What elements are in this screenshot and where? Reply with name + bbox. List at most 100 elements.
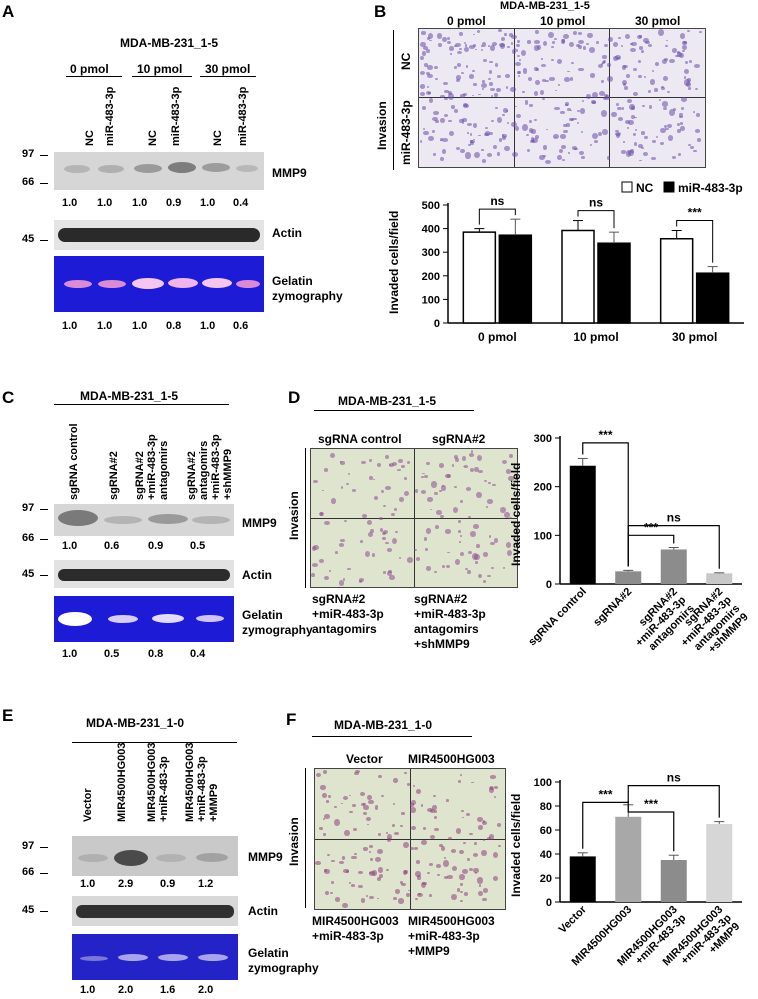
micrograph-cell — [665, 39, 668, 42]
micrograph-cell — [486, 574, 492, 578]
micrograph-cell — [681, 106, 685, 110]
micrograph-cell — [612, 41, 619, 48]
c-actin-blot — [54, 560, 234, 588]
a-mw-tick-66 — [40, 183, 48, 184]
micrograph-cell — [423, 474, 428, 479]
micrograph-cell — [480, 44, 484, 47]
micrograph-cell — [648, 104, 653, 110]
micrograph-cell — [683, 76, 687, 79]
bar — [706, 573, 733, 584]
micrograph-cell — [428, 91, 432, 94]
micrograph-cell — [476, 29, 480, 34]
micrograph-cell — [387, 837, 391, 842]
c-cell-line: MDA-MB-231_1-5 — [80, 389, 179, 403]
micrograph-cell — [331, 498, 336, 504]
micrograph-cell — [632, 133, 637, 137]
micrograph-cell — [420, 804, 424, 807]
micrograph-cell — [446, 874, 453, 880]
micrograph-cell — [441, 845, 446, 851]
a-group-0: 0 pmol — [70, 62, 109, 76]
micrograph-cell — [371, 552, 376, 557]
micrograph-cell — [511, 35, 517, 39]
micrograph-cell — [551, 59, 555, 62]
micrograph-cell — [443, 82, 448, 86]
micrograph-cell — [521, 50, 527, 57]
y-axis-label: Invaded cells/field — [387, 211, 401, 314]
micrograph-cell — [622, 141, 626, 143]
micrograph-cell — [511, 49, 516, 54]
micrograph-cell — [454, 455, 458, 460]
micrograph-cell — [379, 873, 384, 878]
micrograph-cell — [388, 464, 391, 467]
a-group-line-3 — [200, 76, 256, 77]
significance-bracket — [577, 210, 615, 229]
significance-label: *** — [688, 205, 702, 219]
micrograph-cell — [492, 851, 499, 858]
b-invasion-micrographs — [418, 28, 706, 168]
x-tick-label: sgRNA#2 — [591, 586, 634, 629]
significance-label: *** — [644, 797, 658, 811]
micrograph-cell — [506, 469, 512, 474]
micrograph-cell — [426, 36, 430, 41]
micrograph-cell — [682, 50, 686, 53]
a-actin-blot — [54, 220, 264, 250]
e-mmp9-v2: 2.9 — [118, 878, 134, 890]
micrograph-cell — [617, 57, 621, 59]
micrograph-cell — [678, 115, 683, 119]
micrograph-cell — [483, 888, 489, 893]
micrograph-cell — [439, 463, 445, 468]
micrograph-cell — [529, 104, 533, 107]
micrograph-cell — [518, 59, 521, 62]
micrograph-cell — [492, 145, 497, 150]
micrograph-cell — [527, 148, 531, 152]
micrograph-cell — [693, 149, 698, 153]
micrograph-cell — [427, 32, 434, 40]
micrograph-cell — [470, 531, 476, 537]
micrograph-cell — [399, 557, 402, 560]
a-zymo-v3: 1.0 — [132, 320, 148, 332]
micrograph-cell — [488, 834, 494, 840]
c-lane-1: sgRNA control — [68, 423, 80, 500]
micrograph-cell — [630, 42, 634, 45]
micrograph-cell — [346, 483, 350, 485]
micrograph-cell — [694, 63, 701, 68]
bar — [569, 856, 596, 902]
micrograph-cell — [504, 32, 507, 36]
b-side-invasion: Invasion — [375, 101, 389, 150]
micrograph-cell — [392, 462, 397, 467]
bar — [660, 860, 687, 902]
bar — [615, 571, 642, 584]
micrograph-cell — [483, 552, 489, 557]
b-col-10: 10 pmol — [540, 14, 586, 28]
micrograph-cell — [476, 877, 483, 884]
micrograph-cell — [451, 463, 455, 467]
micrograph-cell — [556, 154, 562, 161]
a-lane-2: miR-483-3p — [104, 86, 116, 146]
a-mmp9-v3: 1.0 — [132, 197, 148, 209]
bar — [695, 272, 730, 324]
micrograph-cell — [439, 514, 444, 519]
micrograph-cell — [422, 826, 426, 830]
micrograph-cell — [616, 102, 620, 107]
micrograph-cell — [467, 515, 472, 519]
micrograph-cell — [426, 807, 433, 812]
micrograph-cell — [647, 43, 653, 48]
micrograph-cell — [312, 480, 318, 484]
micrograph-cell — [468, 143, 471, 147]
significance-label: ns — [589, 196, 603, 210]
micrograph-cell — [474, 561, 478, 564]
a-zymo-v4: 0.8 — [166, 320, 182, 332]
micrograph-cell — [539, 89, 545, 95]
micrograph-cell — [459, 48, 462, 51]
micrograph-cell — [481, 149, 484, 151]
micrograph-cell — [640, 131, 646, 135]
micrograph-cell — [363, 811, 368, 815]
micrograph-cell — [464, 44, 468, 47]
micrograph-cell — [475, 48, 478, 51]
micrograph-cell — [578, 67, 584, 72]
micrograph-cell — [417, 893, 423, 898]
micrograph-cell — [425, 71, 430, 76]
micrograph-cell — [446, 40, 452, 45]
micrograph-cell — [636, 34, 643, 39]
micrograph-cell — [422, 105, 426, 110]
